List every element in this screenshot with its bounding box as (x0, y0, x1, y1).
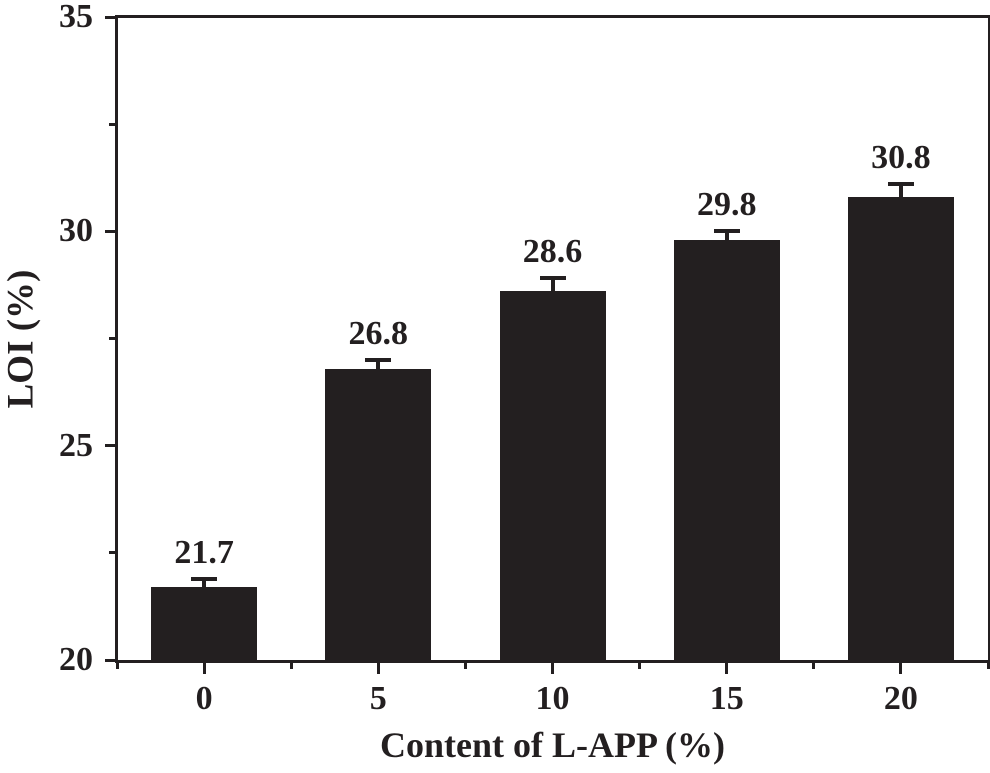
x-major-tick (725, 660, 729, 674)
x-minor-tick (986, 660, 990, 669)
bar-value-label: 26.8 (348, 314, 409, 352)
error-bar-cap (887, 182, 914, 187)
x-tick-label: 5 (369, 680, 387, 717)
error-bar-cap (191, 576, 218, 581)
y-major-tick (105, 15, 117, 19)
x-major-tick (376, 660, 380, 674)
y-major-tick (105, 229, 117, 233)
x-tick-label: 20 (883, 680, 918, 717)
x-minor-tick (115, 660, 119, 669)
x-minor-tick (638, 660, 642, 669)
x-tick-label: 0 (195, 680, 213, 717)
error-bar-cap (539, 276, 566, 281)
bar-value-label: 29.8 (696, 186, 757, 224)
bar-value-label: 28.6 (522, 233, 583, 271)
bar (325, 368, 432, 660)
x-axis-title: Content of L-APP (%) (380, 725, 725, 765)
bar (151, 587, 258, 660)
error-bar-line (724, 231, 729, 242)
error-bar-cap (365, 357, 392, 362)
bar-value-label: 30.8 (871, 139, 931, 177)
y-minor-tick (109, 122, 117, 126)
y-major-tick (105, 658, 117, 662)
x-tick-label: 10 (535, 680, 570, 717)
x-major-tick (899, 660, 903, 674)
bar (847, 197, 954, 660)
bar (499, 291, 606, 660)
error-bar-line (550, 278, 555, 294)
x-tick-label: 15 (709, 680, 744, 717)
y-axis-title: LOI (%) (0, 269, 42, 408)
error-bar-cap (713, 229, 740, 234)
y-minor-tick (109, 551, 117, 555)
y-tick-label: 35 (59, 0, 93, 35)
bar (673, 239, 780, 660)
bar-value-label: 21.7 (174, 533, 234, 571)
error-bar-line (376, 359, 381, 371)
y-tick-label: 25 (59, 426, 93, 464)
y-minor-tick (109, 337, 117, 340)
y-major-tick (105, 444, 117, 448)
x-minor-tick (289, 660, 293, 669)
x-minor-tick (463, 660, 467, 669)
error-bar-line (202, 578, 207, 590)
error-bar-line (898, 184, 903, 200)
x-minor-tick (812, 660, 816, 669)
x-major-tick (551, 660, 554, 674)
y-tick-label: 30 (59, 212, 93, 250)
y-tick-label: 20 (59, 641, 93, 678)
x-major-tick (202, 660, 206, 674)
